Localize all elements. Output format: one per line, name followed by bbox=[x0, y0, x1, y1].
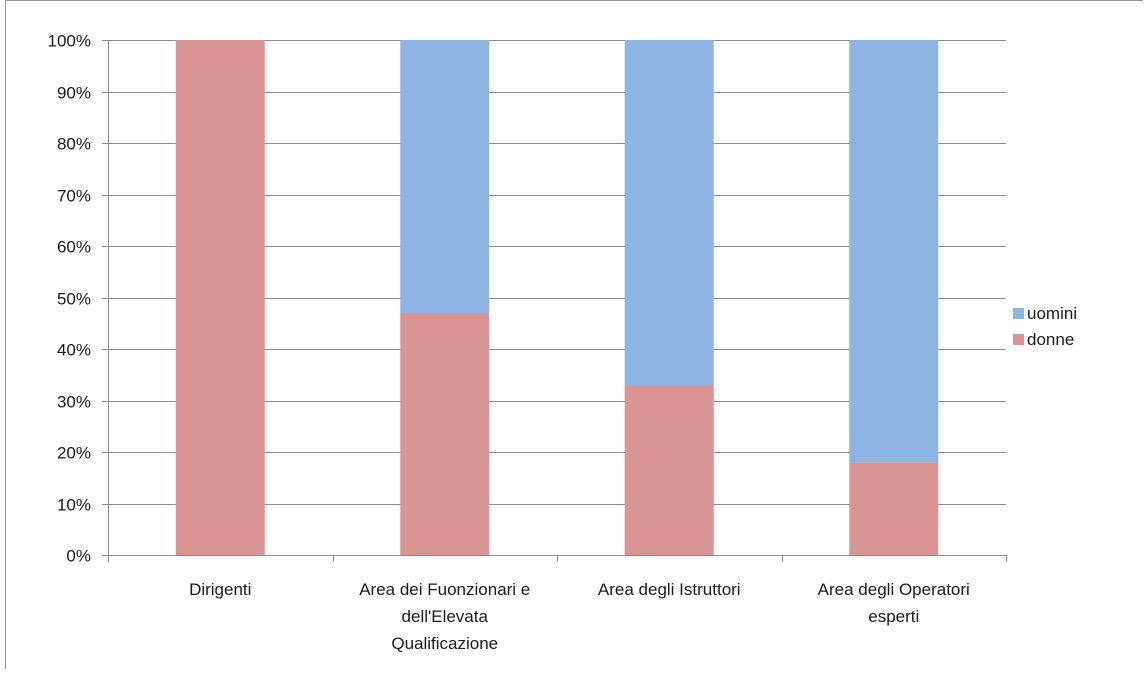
bar-uomini bbox=[849, 40, 939, 463]
x-category-label-line: Qualificazione bbox=[391, 634, 498, 653]
bar-donne bbox=[624, 385, 714, 555]
x-category-label-line: dell'Elevata bbox=[402, 607, 489, 626]
y-tick-label: 0% bbox=[66, 547, 91, 566]
bar-donne bbox=[400, 312, 490, 555]
bar-uomini bbox=[624, 40, 714, 386]
chart-area: 0% 10% 20% 30% 40% 50% 60% 70% 80% 90% 100% Dirige… bbox=[5, 0, 1143, 669]
y-tick-label: 20% bbox=[57, 444, 91, 463]
y-tick-labels: 0% 10% 20% 30% 40% 50% 60% 70% 80% 90% 100% bbox=[48, 32, 91, 566]
y-tick-label: 90% bbox=[57, 84, 91, 103]
legend-label-uomini: uomini bbox=[1027, 304, 1077, 323]
legend-label-donne: donne bbox=[1027, 330, 1074, 349]
y-tick-label: 80% bbox=[57, 135, 91, 154]
x-category-label-line: Area degli Istruttori bbox=[598, 580, 741, 599]
stacked-bar-chart: 0% 10% 20% 30% 40% 50% 60% 70% 80% 90% 100% Dirige… bbox=[48, 32, 1078, 654]
y-tick-label: 60% bbox=[57, 238, 91, 257]
x-category-label: Area degli Operatori esperti bbox=[818, 580, 970, 626]
legend: uomini donne bbox=[1013, 304, 1077, 349]
y-tick-label: 70% bbox=[57, 187, 91, 206]
y-tick-label: 30% bbox=[57, 393, 91, 412]
bar-donne bbox=[849, 462, 939, 555]
x-category-label: Dirigenti bbox=[189, 580, 251, 599]
x-category-labels: Dirigenti Area dei Fuonzionari e dell'Elev… bbox=[189, 580, 970, 653]
bars bbox=[175, 40, 939, 555]
x-category-label-line: Dirigenti bbox=[189, 580, 251, 599]
y-tick-label: 50% bbox=[57, 290, 91, 309]
x-category-label: Area dei Fuonzionari e dell'Elevata Qualif… bbox=[359, 580, 530, 653]
axes bbox=[102, 40, 1007, 562]
bar-uomini bbox=[400, 40, 490, 313]
y-tick-label: 10% bbox=[57, 496, 91, 515]
y-tick-label: 40% bbox=[57, 341, 91, 360]
x-category-label-line: esperti bbox=[868, 607, 919, 626]
legend-swatch-uomini bbox=[1013, 308, 1024, 319]
x-category-label-line: Area degli Operatori bbox=[818, 580, 970, 599]
x-category-label-line: Area dei Fuonzionari e bbox=[359, 580, 530, 599]
legend-swatch-donne bbox=[1013, 334, 1024, 345]
y-tick-label: 100% bbox=[48, 32, 91, 51]
x-category-label: Area degli Istruttori bbox=[598, 580, 741, 599]
bar-donne bbox=[175, 40, 265, 555]
